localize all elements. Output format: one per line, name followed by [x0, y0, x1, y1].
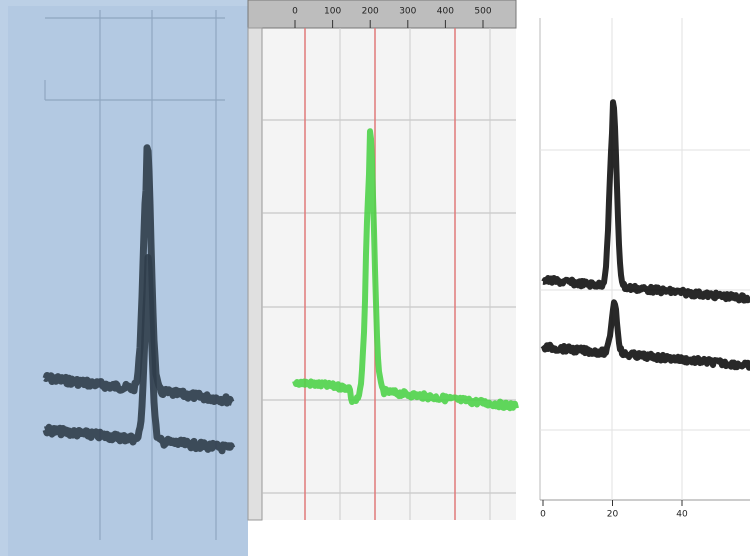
green-background	[248, 0, 516, 520]
tick-label: 20	[607, 510, 619, 520]
tick-label: 0	[540, 510, 546, 520]
black-panel: 0 20 40	[530, 0, 750, 520]
green-ticks: 0 100 200 300 400 500	[292, 7, 492, 28]
tick-label: 300	[399, 7, 416, 17]
tick-label: 0	[292, 7, 298, 17]
paper-sheet	[8, 6, 248, 556]
ruler	[247, 0, 517, 29]
tick-label: 200	[362, 7, 379, 17]
black-background	[530, 0, 750, 510]
trace	[540, 299, 750, 371]
trace	[292, 128, 519, 412]
tick-label: 100	[324, 7, 341, 17]
tick-label: 400	[437, 7, 454, 17]
trace	[541, 99, 750, 304]
trace	[42, 144, 235, 407]
green-trace	[292, 128, 519, 412]
tick-label: 40	[676, 510, 688, 520]
green-panel: 0 100 200 300 400 500	[247, 0, 519, 521]
black-ticks: 0 20 40	[540, 500, 688, 520]
trace	[42, 254, 236, 455]
tick-label: 500	[474, 7, 491, 17]
paper-panel	[0, 0, 248, 556]
black-trace	[540, 99, 750, 371]
paper-traces	[42, 144, 236, 455]
side-ruler	[247, 27, 263, 521]
